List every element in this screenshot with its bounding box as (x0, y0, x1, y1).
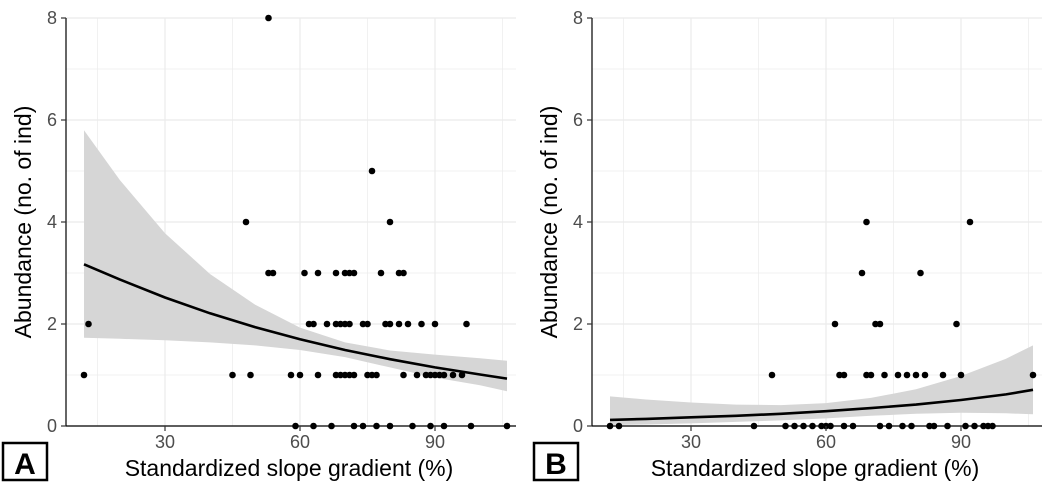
data-point (310, 320, 317, 328)
data-point (449, 371, 457, 379)
data-point (463, 320, 470, 328)
y-tick-label: 0 (573, 416, 583, 436)
data-point (876, 320, 884, 328)
panel-a-letter: A (14, 448, 36, 481)
panel-b-confidence-band (610, 345, 1033, 425)
data-point (863, 218, 870, 226)
data-point (296, 371, 304, 379)
data-point (917, 269, 924, 277)
x-tick-label: 60 (816, 432, 836, 452)
x-tick-label: 90 (425, 432, 445, 452)
data-point (368, 167, 376, 175)
data-point (894, 371, 902, 379)
x-tick-label: 60 (290, 432, 310, 452)
fit-line (609, 388, 1034, 422)
confidence-band (610, 345, 1033, 425)
data-point (314, 371, 322, 379)
y-tick-label: 6 (573, 110, 583, 130)
y-tick-label: 2 (47, 314, 57, 334)
panel-b: 30 60 90 0 2 4 6 8 Standardized slope gradient … (532, 8, 1042, 482)
x-tick-label: 90 (951, 432, 971, 452)
data-point (386, 218, 394, 226)
data-point (957, 371, 965, 379)
data-point (966, 218, 974, 226)
data-point (921, 371, 929, 379)
x-tick-label: 30 (155, 432, 175, 452)
data-point (247, 371, 254, 379)
data-point (265, 14, 272, 22)
panel-a-fit (83, 263, 508, 380)
panel-b-grid (592, 17, 1042, 427)
panel-a-x-axis-title: Standardized slope gradient (%) (125, 455, 454, 481)
data-point (395, 320, 403, 328)
data-point (350, 269, 358, 277)
panel-b-letter: B (545, 448, 567, 481)
data-point (912, 371, 920, 379)
data-point (346, 320, 353, 328)
fit-line (83, 263, 508, 380)
panel-a-label-box: A (1, 441, 49, 482)
y-tick-label: 4 (47, 212, 57, 232)
data-point (80, 371, 88, 379)
confidence-band (84, 130, 507, 392)
panel-b-y-axis-title: Abundance (no. of ind) (536, 106, 562, 339)
data-point (431, 320, 439, 328)
data-point (386, 320, 394, 328)
data-point (400, 371, 407, 379)
data-point (229, 371, 236, 379)
panel-a: 30 60 90 0 2 4 6 8 Standardized slope gradient … (1, 8, 516, 482)
data-point (831, 320, 839, 328)
data-point (287, 371, 295, 379)
data-point (1029, 371, 1037, 379)
data-point (881, 371, 888, 379)
data-point (85, 320, 92, 328)
x-tick-label: 30 (681, 432, 701, 452)
panel-a-y-axis-title: Abundance (no. of ind) (10, 106, 36, 339)
data-point (840, 371, 848, 379)
data-point (400, 269, 407, 277)
data-point (953, 320, 960, 328)
data-point (323, 320, 331, 328)
data-point (301, 269, 308, 277)
data-point (314, 269, 322, 277)
data-point (269, 269, 277, 277)
panel-b-x-axis-title: Standardized slope gradient (%) (651, 455, 980, 481)
panel-b-ticks: 30 60 90 0 2 4 6 8 (573, 8, 1042, 452)
data-point (413, 371, 421, 379)
panel-b-label-box: B (532, 441, 580, 482)
y-tick-label: 8 (47, 8, 57, 28)
data-point (458, 371, 466, 379)
data-point (418, 320, 425, 328)
data-point (364, 320, 371, 328)
data-point (867, 371, 875, 379)
panel-b-fit (609, 388, 1034, 422)
data-point (440, 371, 448, 379)
data-point (903, 371, 911, 379)
y-tick-label: 6 (47, 110, 57, 130)
data-point (404, 320, 412, 328)
data-point (242, 218, 250, 226)
y-tick-label: 2 (573, 314, 583, 334)
y-tick-label: 0 (47, 416, 57, 436)
data-point (377, 269, 385, 277)
panel-a-confidence-band (84, 130, 507, 392)
data-point (858, 269, 866, 277)
data-point (768, 371, 776, 379)
data-point (373, 371, 380, 379)
data-point (350, 371, 358, 379)
y-tick-label: 8 (573, 8, 583, 28)
y-tick-label: 4 (573, 212, 583, 232)
data-point (939, 371, 947, 379)
data-point (332, 269, 340, 277)
panel-a-ticks: 30 60 90 0 2 4 6 8 (47, 8, 516, 452)
